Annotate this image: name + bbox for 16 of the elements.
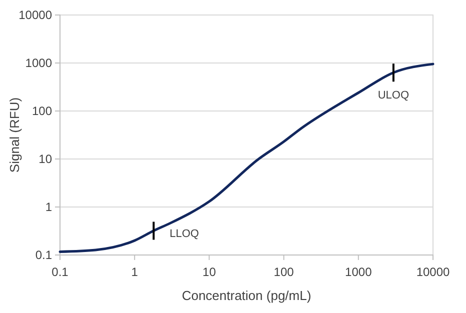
y-tick-label: 100	[32, 104, 52, 118]
annotation: LLOQ	[170, 228, 200, 240]
y-tick-label: 10	[38, 152, 52, 166]
y-axis-title: Signal (RFU)	[7, 97, 22, 173]
x-tick-label: 0.1	[52, 265, 69, 280]
y-tick-label: 10000	[18, 8, 52, 22]
x-tick-label: 1000	[345, 265, 372, 280]
x-tick-label: 100	[274, 265, 294, 280]
annotation: ULOQ	[378, 90, 410, 102]
x-tick-label: 10	[202, 265, 216, 280]
x-tick-label: 10000	[416, 265, 450, 280]
y-tick-label: 0.1	[35, 248, 52, 262]
y-tick-label: 1000	[25, 56, 52, 70]
x-tick-label: 1	[131, 265, 138, 280]
y-tick-label: 1	[45, 200, 52, 214]
x-axis-title: Concentration (pg/mL)	[182, 288, 312, 303]
